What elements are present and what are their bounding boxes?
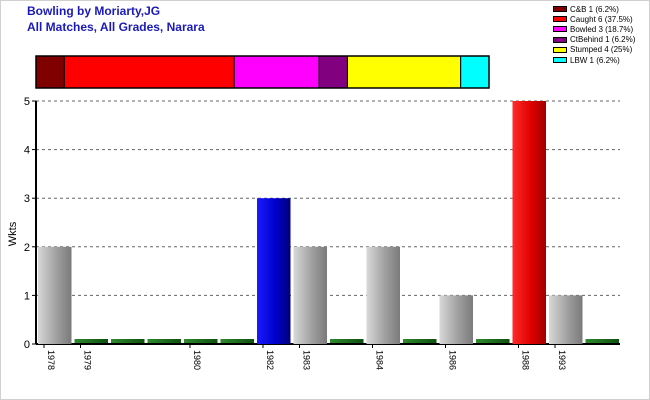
bar-zero [184,339,218,343]
bar [439,295,473,344]
chart-title: Bowling by Moriarty,JG [27,4,161,18]
bar-zero [147,339,181,343]
dismissal-segment [346,55,462,89]
dismissal-segment [233,55,320,89]
x-tick-label: 1978 [46,350,56,370]
legend-swatch [553,46,567,53]
legend-item: C&B 1 (6.2%) [553,4,635,14]
dismissal-segment [63,55,235,89]
y-tick-label: 3 [24,193,30,205]
bar [293,246,327,344]
y-tick-label: 2 [24,242,30,254]
legend-item: CtBehind 1 (6.2%) [553,35,635,45]
bar-zero [111,339,145,343]
legend-label: C&B 1 (6.2%) [570,4,619,14]
legend-label: Caught 6 (37.5%) [570,14,633,24]
bar-zero [403,339,437,343]
legend-item: Caught 6 (37.5%) [553,14,635,24]
legend-label: Bowled 3 (18.7%) [570,24,634,34]
legend-swatch [553,16,567,23]
bar-zero [585,339,619,343]
y-axis-label: Wkts [7,221,19,246]
x-tick-label: 1982 [265,350,275,370]
x-tick-label: 1988 [521,350,531,370]
bar-zero [220,339,254,343]
bar [257,198,291,344]
y-tick-label: 1 [24,290,30,302]
bar [366,246,400,344]
bar-zero [476,339,510,343]
x-tick-label: 1993 [557,350,567,370]
x-tick-label: 1979 [83,350,93,370]
bar [38,246,72,344]
y-tick-label: 5 [24,96,30,108]
dismissal-legend: C&B 1 (6.2%) Caught 6 (37.5%) Bowled 3 (18… [553,4,635,65]
dismissal-bar-border [35,55,490,89]
chart-subtitle: All Matches, All Grades, Narara [27,20,205,34]
legend-item: Stumped 4 (25%) [553,45,635,55]
legend-item: Bowled 3 (18.7%) [553,24,635,34]
x-tick-label: 1983 [302,350,312,370]
legend-swatch [553,36,567,43]
legend-swatch [553,26,567,33]
x-tick-label: 1986 [448,350,458,370]
legend-swatch [553,6,567,13]
bar [512,101,546,344]
legend-label: Stumped 4 (25%) [570,45,633,55]
legend-item: LBW 1 (6.2%) [553,55,635,65]
dismissal-segment [35,55,65,89]
bar-zero [74,339,108,343]
x-tick-label: 1980 [192,350,202,370]
dismissal-segment [460,55,490,89]
legend-label: LBW 1 (6.2%) [570,55,620,65]
y-tick-label: 0 [24,339,30,351]
bar [549,295,583,344]
y-tick-label: 4 [24,145,30,157]
legend-label: CtBehind 1 (6.2%) [570,35,636,45]
legend-swatch [553,57,567,64]
dismissal-segment [318,55,348,89]
bar-zero [330,339,364,343]
x-tick-label: 1984 [375,350,385,370]
